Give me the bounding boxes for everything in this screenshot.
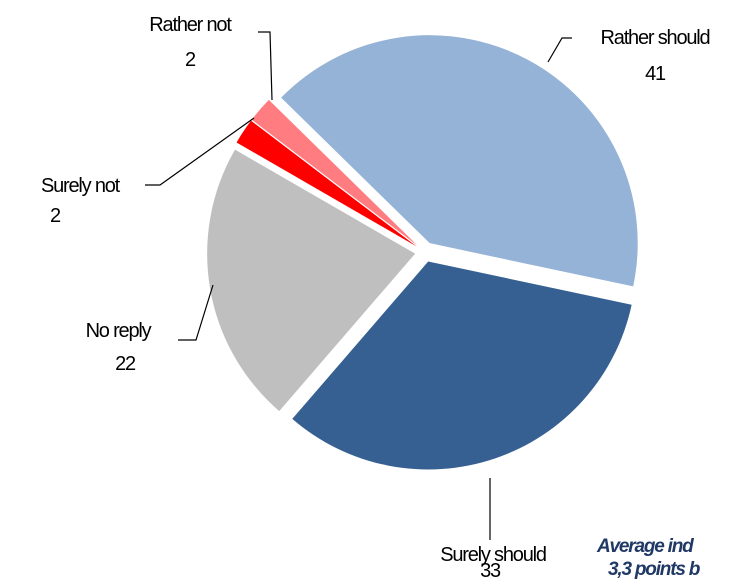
- slice-value: 33: [480, 560, 501, 579]
- slice-value: 2: [185, 49, 196, 71]
- pie-slice: [292, 261, 632, 470]
- slice-label: Surely not: [41, 175, 121, 197]
- slice-value: 2: [50, 205, 61, 227]
- slice-label: Rather not: [149, 14, 232, 36]
- pie-slice: [207, 149, 416, 412]
- leader-line: [258, 31, 273, 101]
- annotation: Average ind: [596, 536, 694, 557]
- leader-line: [145, 117, 255, 186]
- annotation: 3,3 points b: [608, 559, 701, 579]
- slice-label: Rather should: [601, 27, 710, 49]
- pie-slice: [236, 120, 417, 247]
- pie-slice: [251, 99, 418, 246]
- slice-label: Surely should: [440, 544, 546, 566]
- leader-line: [178, 284, 214, 341]
- leader-line: [547, 37, 572, 63]
- slice-label: No reply: [86, 320, 152, 342]
- slice-value: 41: [645, 63, 666, 85]
- pie-slice: [281, 35, 638, 287]
- slice-value: 22: [115, 353, 136, 375]
